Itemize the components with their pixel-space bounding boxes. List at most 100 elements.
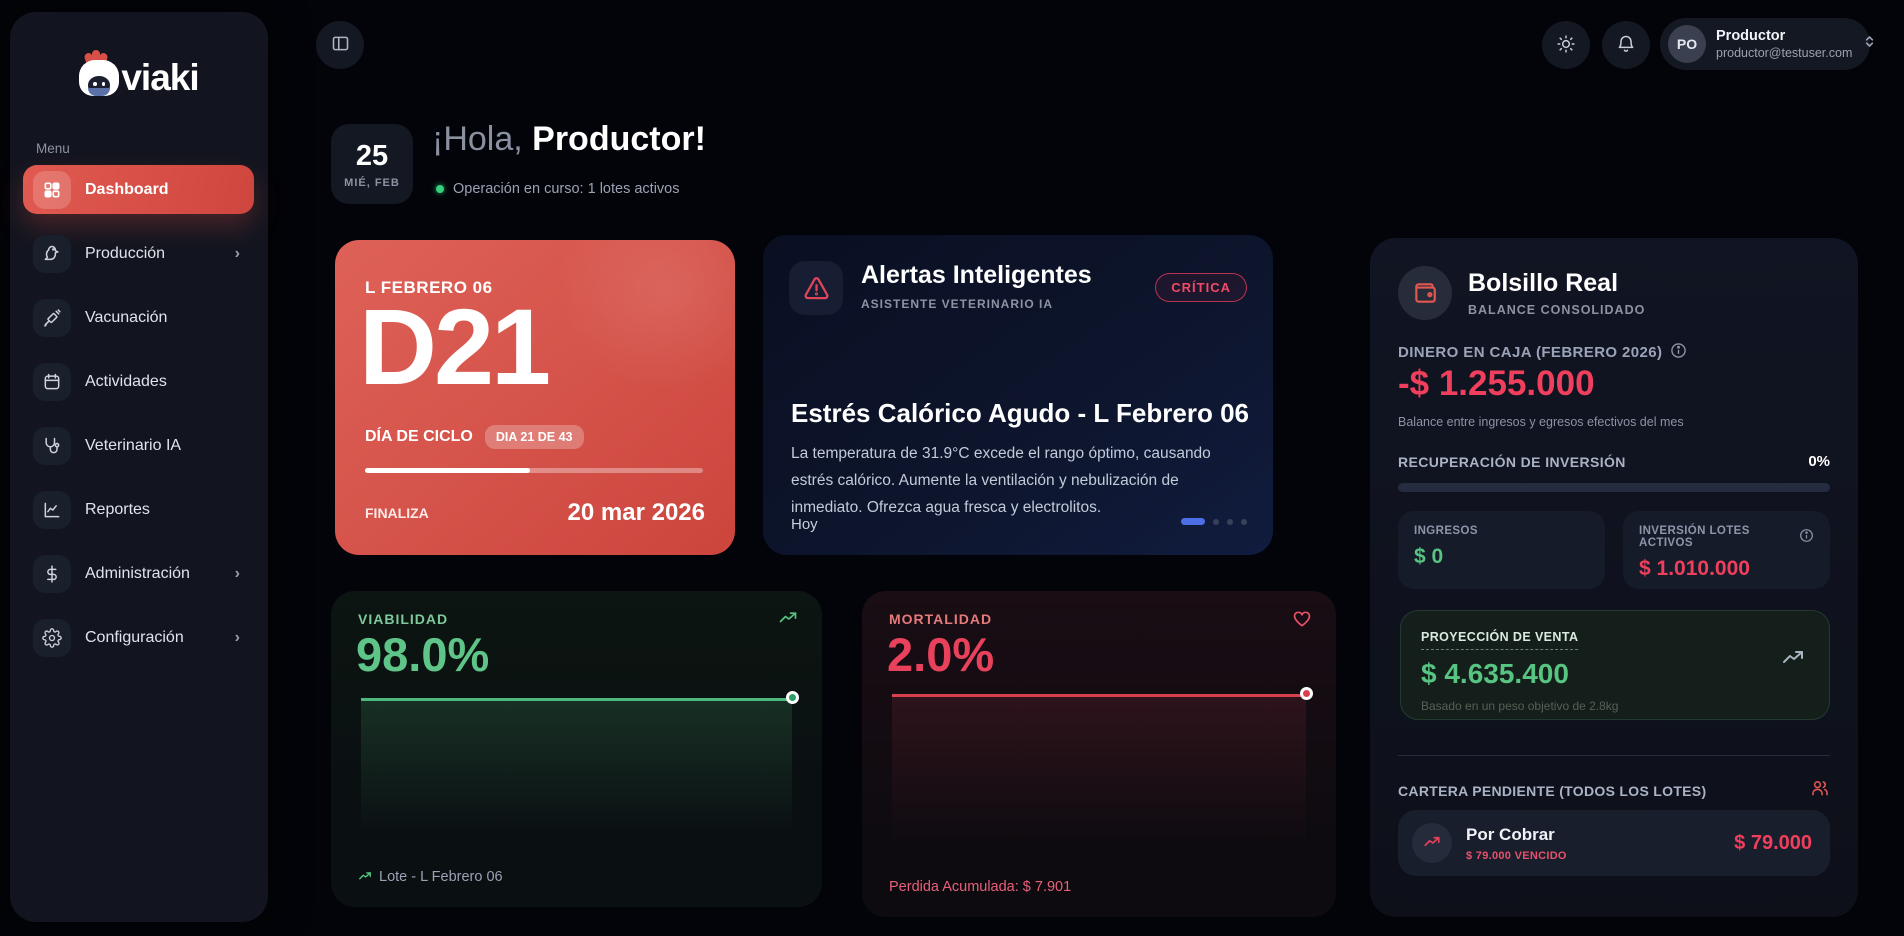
chevron-up-down-icon [1862, 34, 1877, 54]
status-text: Operación en curso: 1 lotes activos [453, 181, 680, 197]
dollar-icon [33, 554, 71, 593]
viability-card[interactable]: VIABILIDAD 98.0% Lote - L Febrero 06 [331, 591, 822, 907]
ends-label: FINALIZA [365, 505, 429, 521]
pocket-subtitle: BALANCE CONSOLIDADO [1468, 303, 1646, 317]
income-box: INGRESOS $ 0 [1398, 511, 1605, 589]
cycle-day-code: D21 [359, 286, 551, 407]
line-chart-icon [33, 490, 71, 529]
divider [1398, 755, 1830, 756]
brand-name: viaki [121, 57, 199, 98]
warning-triangle-icon [789, 261, 843, 315]
alert-body: La temperatura de 31.9°C excede el rango… [791, 445, 1211, 517]
date-card: 25 MIÉ, FEB [331, 124, 413, 204]
mortality-card[interactable]: MORTALIDAD 2.0% Perdida Acumulada: $ 7.9… [862, 591, 1336, 917]
cash-label: DINERO EN CAJA (FEBRERO 2026) [1398, 344, 1663, 361]
sidebar-item-produccion[interactable]: Producción › [23, 229, 254, 278]
viability-label: VIABILIDAD [358, 611, 449, 627]
pagination-active-dot[interactable] [1181, 518, 1205, 525]
sidebar-toggle-button[interactable] [316, 21, 364, 69]
chart-endpoint-dot [1300, 687, 1313, 700]
greeting-prefix: ¡Hola, [432, 120, 533, 158]
sidebar-item-label: Administración [85, 564, 190, 582]
investment-box: INVERSIÓN LOTES ACTIVOS $ 1.010.000 [1623, 511, 1830, 589]
investment-value: $ 1.010.000 [1639, 557, 1750, 580]
bell-icon [1616, 34, 1636, 57]
alerts-title: Alertas Inteligentes [861, 261, 1092, 289]
alert-headline: Estrés Calórico Agudo - L Febrero 06 [791, 398, 1249, 428]
pagination-dot[interactable] [1241, 518, 1247, 525]
date-label: MIÉ, FEB [344, 176, 400, 189]
receivable-amount: $ 79.000 [1734, 831, 1812, 854]
portfolio-label: CARTERA PENDIENTE (TODOS LOS LOTES) [1398, 782, 1707, 799]
cycle-card[interactable]: L FEBRERO 06 D21 DÍA DE CICLO DIA 21 DE … [335, 240, 735, 555]
receivable-overdue: $ 79.000 VENCIDO [1466, 849, 1567, 862]
receivable-title: Por Cobrar [1466, 824, 1555, 844]
receivable-row[interactable]: Por Cobrar $ 79.000 VENCIDO $ 79.000 [1398, 810, 1830, 876]
alerts-pagination[interactable] [1181, 518, 1247, 525]
pagination-dot[interactable] [1227, 518, 1233, 525]
sidebar-item-actividades[interactable]: Actividades [23, 357, 254, 406]
mortality-caption: Perdida Acumulada: $ 7.901 [889, 879, 1072, 895]
greeting-name: Productor! [532, 120, 706, 158]
trending-up-icon [359, 872, 371, 880]
sidebar-item-veterinario-ia[interactable]: Veterinario IA [23, 421, 254, 470]
theme-toggle-button[interactable] [1542, 21, 1590, 69]
chevron-right-icon: › [234, 244, 240, 262]
sidebar-item-label: Veterinario IA [85, 436, 182, 454]
panel-left-icon [330, 33, 351, 57]
cycle-day-label: DÍA DE CICLO [365, 428, 473, 445]
lot-name: L FEBRERO 06 [365, 278, 493, 297]
gear-icon [33, 618, 71, 657]
syringe-icon [33, 298, 71, 337]
cash-caption: Balance entre ingresos y egresos efectiv… [1398, 415, 1684, 429]
sidebar-item-label: Dashboard [85, 180, 169, 198]
status-dot-icon [436, 185, 444, 193]
bird-icon [33, 234, 71, 273]
cycle-progress-fill [365, 468, 530, 473]
sidebar-item-administracion[interactable]: Administración › [23, 549, 254, 598]
trending-up-icon [1412, 823, 1452, 863]
calendar-icon [33, 362, 71, 401]
dashboard-grid-icon [33, 170, 71, 209]
viability-caption: Lote - L Febrero 06 [358, 869, 503, 885]
date-day: 25 [355, 139, 389, 172]
pocket-card: Bolsillo Real BALANCE CONSOLIDADO DINERO… [1370, 238, 1858, 917]
mortality-value: 2.0% [887, 628, 995, 681]
trending-up-icon [778, 609, 798, 634]
projection-caption: Basado en un peso objetivo de 2.8kg [1421, 699, 1619, 713]
alerts-subtitle: ASISTENTE VETERINARIO IA [861, 297, 1054, 311]
sidebar-item-configuracion[interactable]: Configuración › [23, 613, 254, 662]
sidebar-item-label: Actividades [85, 372, 167, 390]
info-icon[interactable] [1799, 528, 1814, 546]
cash-value: -$ 1.255.000 [1398, 364, 1595, 403]
projection-box: PROYECCIÓN DE VENTA $ 4.635.400 Basado e… [1400, 610, 1830, 720]
wallet-icon [1398, 266, 1452, 320]
notifications-button[interactable] [1602, 21, 1650, 69]
chevron-right-icon: › [234, 628, 240, 646]
cycle-progress-bar [365, 468, 703, 473]
users-icon [1810, 778, 1830, 803]
chicken-logo-icon [79, 50, 120, 96]
mortality-area-chart [892, 687, 1313, 844]
menu-section-label: Menu [36, 141, 70, 156]
page-title: ¡Hola, Productor! [432, 120, 706, 159]
app-logo: viaki [10, 12, 268, 96]
info-icon[interactable] [1670, 342, 1687, 363]
sidebar-item-label: Producción [85, 244, 166, 262]
recovery-label: RECUPERACIÓN DE INVERSIÓN [1398, 453, 1626, 470]
heart-icon [1292, 609, 1312, 634]
income-label: INGRESOS [1414, 525, 1478, 537]
pagination-dot[interactable] [1213, 518, 1219, 525]
sidebar-item-vacunacion[interactable]: Vacunación [23, 293, 254, 342]
trending-up-icon [1781, 647, 1805, 676]
sidebar-item-reportes[interactable]: Reportes [23, 485, 254, 534]
projection-label: PROYECCIÓN DE VENTA [1421, 630, 1579, 650]
avatar: PO [1668, 25, 1706, 63]
alerts-card[interactable]: Alertas Inteligentes ASISTENTE VETERINAR… [763, 235, 1273, 555]
sidebar-item-dashboard[interactable]: Dashboard [23, 165, 254, 214]
user-menu[interactable]: PO Productor productor@testuser.com [1660, 18, 1874, 70]
mortality-label: MORTALIDAD [889, 611, 993, 627]
recovery-percent: 0% [1808, 453, 1830, 470]
alert-time-label: Hoy [791, 516, 818, 533]
